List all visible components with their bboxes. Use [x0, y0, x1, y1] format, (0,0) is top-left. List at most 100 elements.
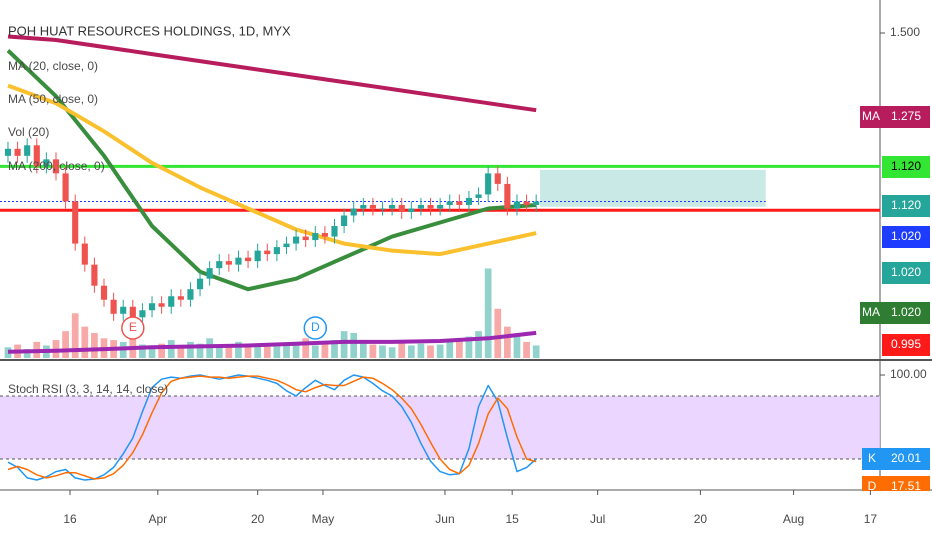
volume-bar — [62, 331, 69, 358]
candle-body — [283, 243, 290, 248]
candle-body — [533, 201, 540, 205]
candle-body — [254, 250, 261, 262]
candle-body — [43, 159, 50, 167]
volume-bar — [513, 335, 521, 358]
price-tag-label: 1.120 — [891, 198, 921, 212]
legend-entry: MA (20, close, 0) — [8, 59, 98, 73]
ma-line — [6, 49, 537, 292]
x-tick-label: 17 — [864, 512, 878, 526]
candle-body — [216, 261, 223, 269]
price-tag-label: 1.275 — [891, 109, 921, 123]
candle-body — [235, 257, 242, 265]
price-tag-name-box — [860, 302, 882, 324]
volume-bar — [427, 345, 434, 358]
volume-bar — [158, 343, 165, 358]
volume-bar — [273, 346, 281, 358]
target-box — [540, 169, 766, 207]
legend-entry: Vol (20) — [8, 125, 49, 139]
candle-body — [120, 306, 127, 314]
volume-bar — [235, 341, 242, 358]
x-tick-label: 20 — [694, 512, 708, 526]
volume-bar — [446, 341, 454, 358]
price-tag-label: 1.020 — [891, 305, 921, 319]
volume-bar — [187, 341, 194, 358]
candle-body — [158, 303, 165, 307]
candle-body — [494, 173, 501, 184]
candle-body — [139, 310, 146, 318]
price-tag-name-box — [860, 106, 882, 128]
price-tag-name: MA — [862, 109, 880, 123]
candle-body — [485, 173, 492, 195]
volume-bar — [215, 344, 223, 358]
volume-bar — [465, 336, 473, 358]
stoch-band — [0, 396, 880, 460]
stoch-tag-name: K — [868, 451, 876, 465]
volume-bar — [436, 344, 444, 358]
event-marker — [121, 316, 145, 340]
candle-body — [465, 197, 473, 205]
candle-body — [475, 194, 482, 198]
price-tag-label: 1.020 — [891, 229, 921, 243]
event-label: E — [129, 320, 137, 334]
y-tick-label: 100.00 — [890, 367, 927, 381]
stoch-tag-label: 17.51 — [891, 479, 921, 493]
candle-body — [312, 233, 319, 241]
volume-bar — [369, 344, 377, 358]
volume-bar — [359, 343, 367, 358]
volume-bar — [263, 345, 271, 358]
candle-body — [341, 215, 348, 227]
stoch-tag-name-box — [862, 448, 882, 470]
candle-body — [264, 250, 271, 255]
price-tag-name: MA — [862, 305, 880, 319]
volume-bar — [475, 331, 482, 358]
stoch-line — [7, 375, 537, 480]
volume-bar — [177, 347, 185, 358]
candle-body — [24, 145, 31, 156]
volume-bar — [379, 345, 386, 358]
price-tag — [882, 156, 930, 178]
x-tick-label: Aug — [783, 512, 804, 526]
candle-body — [408, 208, 415, 212]
volume-bar — [4, 347, 12, 358]
candle-body — [81, 243, 88, 265]
volume-bar — [388, 347, 396, 358]
candle-body — [389, 204, 396, 209]
legend-entry: MA (200, close, 0) — [8, 159, 105, 173]
volume-bar — [407, 345, 415, 358]
candle-body — [331, 226, 338, 237]
volume-bar — [283, 344, 290, 358]
volume-bar — [331, 340, 338, 358]
event-marker — [303, 316, 328, 340]
candle-body — [91, 264, 98, 286]
stoch-tag-name: D — [868, 479, 877, 493]
volume-ma-line — [7, 330, 537, 354]
candle-body — [369, 204, 376, 209]
ma-line — [7, 34, 537, 113]
candle-body — [52, 159, 60, 174]
price-tag-label: 1.020 — [891, 265, 921, 279]
volume-bar — [23, 349, 31, 358]
price-tag-label: 0.995 — [891, 337, 921, 351]
candle-body — [293, 236, 300, 244]
x-tick-label: 15 — [505, 512, 519, 526]
candle-body — [244, 257, 252, 262]
x-tick-label: May — [312, 512, 335, 526]
ma-line — [7, 83, 537, 257]
volume-bar — [340, 331, 348, 358]
candle-body — [148, 303, 156, 311]
candle-body — [225, 261, 232, 265]
volume-bar — [523, 341, 530, 358]
candle-body — [446, 201, 453, 205]
x-tick-label: Apr — [148, 512, 167, 526]
volume-bar — [350, 332, 358, 358]
volume-bar — [302, 338, 310, 358]
volume-bar — [244, 347, 252, 358]
volume-bar — [225, 345, 233, 358]
volume-bar — [196, 343, 204, 358]
volume-bar — [484, 268, 492, 358]
volume-bar — [71, 313, 79, 358]
stoch-tag-label: 20.01 — [891, 451, 921, 465]
candle-body — [4, 148, 12, 156]
price-tag — [882, 262, 930, 284]
